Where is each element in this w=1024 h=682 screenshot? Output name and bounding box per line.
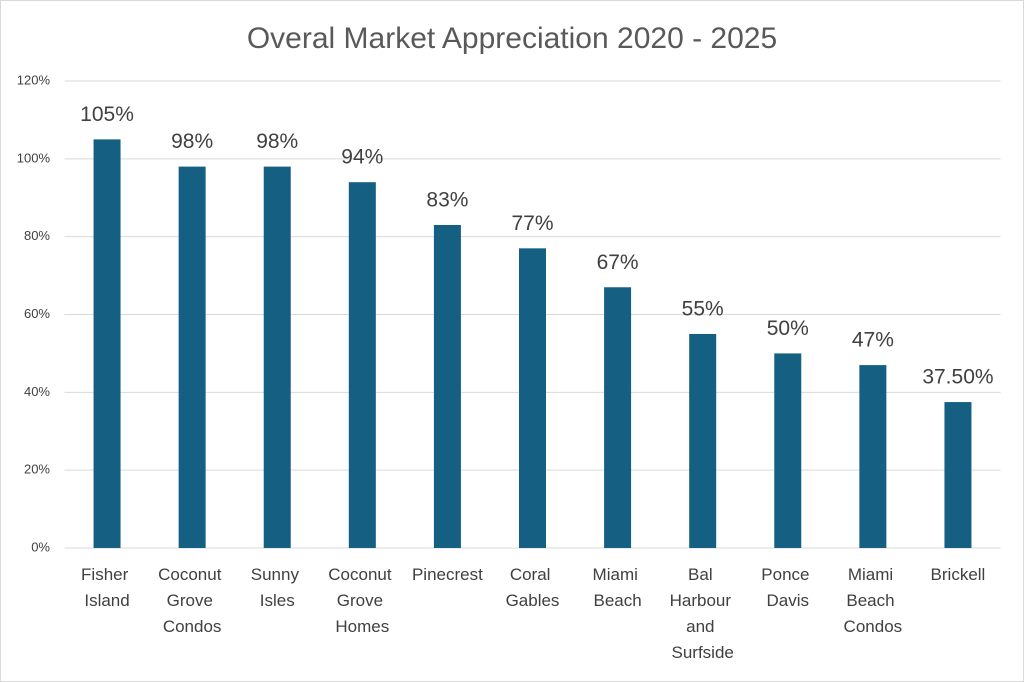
y-tick-label: 20% [24, 462, 50, 477]
x-tick-label: Brickell [931, 565, 986, 584]
x-tick-label: Bal Harbour and Surfside [670, 565, 736, 662]
x-tick-label: Miami Beach Condos [844, 565, 903, 636]
x-tick-label: Sunny Isles [251, 565, 304, 610]
y-tick-label: 40% [24, 384, 50, 399]
bar [519, 248, 546, 548]
chart-title: Overal Market Appreciation 2020 - 2025 [247, 22, 777, 55]
bar [859, 365, 887, 548]
data-label: 55% [682, 298, 724, 321]
x-tick-label: Miami Beach [593, 565, 643, 610]
y-tick-label: 100% [17, 150, 51, 165]
bar [263, 166, 291, 548]
data-label: 83% [426, 189, 468, 212]
bar [689, 333, 717, 548]
x-tick-label: Coconut Grove Homes [328, 565, 396, 636]
bar [178, 166, 206, 548]
bar [604, 287, 632, 548]
data-label: 37.50% [922, 366, 993, 389]
y-tick-label: 120% [17, 72, 51, 87]
data-label: 105% [80, 103, 134, 126]
y-tick-label: 80% [24, 228, 50, 243]
data-label: 67% [597, 251, 639, 274]
x-tick-label: Coconut Grove Condos [158, 565, 226, 636]
x-tick-label: Pinecrest [412, 565, 483, 584]
y-tick-label: 0% [31, 539, 50, 554]
bar [774, 353, 802, 548]
bar [93, 139, 121, 548]
data-label: 98% [256, 130, 298, 153]
bar [433, 224, 461, 548]
y-tick-label: 60% [24, 306, 50, 321]
bar [944, 402, 972, 548]
data-label: 50% [767, 317, 809, 340]
data-label: 47% [852, 329, 894, 352]
x-tick-label: Ponce Davis [761, 565, 814, 610]
bar [348, 182, 376, 548]
x-tick-label: Fisher Island [81, 565, 133, 610]
data-label: 94% [341, 146, 383, 169]
x-tick-label: Coral Gables [506, 565, 560, 610]
data-label: 98% [171, 130, 213, 153]
data-label: 77% [511, 212, 553, 235]
